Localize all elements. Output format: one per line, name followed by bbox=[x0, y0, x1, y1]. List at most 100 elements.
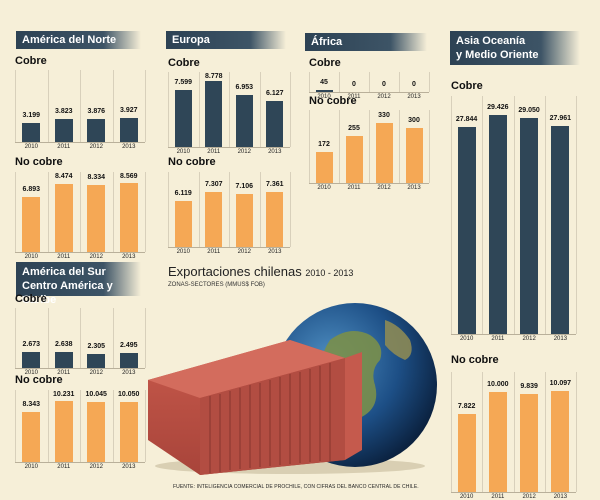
tick-label-year: 2010 bbox=[317, 94, 331, 100]
tick-label-year: 2011 bbox=[57, 254, 71, 260]
gridline bbox=[429, 72, 430, 92]
data-label: 29.426 bbox=[487, 104, 509, 111]
bar-2011 bbox=[489, 392, 507, 492]
data-label: 7.106 bbox=[235, 183, 254, 190]
chart-subtitle: ZONAS-SECTORES (MMUS$ FOB) bbox=[168, 282, 265, 288]
gridline bbox=[451, 96, 452, 334]
gridline bbox=[399, 110, 400, 183]
gridline bbox=[80, 390, 81, 462]
gridline bbox=[15, 70, 16, 142]
tick-label-year: 2011 bbox=[57, 144, 71, 150]
tick-label-year: 2013 bbox=[407, 94, 421, 100]
data-label: 27.961 bbox=[549, 115, 572, 122]
tick-label-year: 2012 bbox=[89, 254, 103, 260]
gridline bbox=[309, 110, 310, 183]
series-label-europa-no-cobre: No cobre bbox=[168, 156, 216, 168]
tick-label-year: 2011 bbox=[57, 464, 71, 470]
data-label: 8.343 bbox=[22, 401, 41, 408]
gridline bbox=[429, 110, 430, 183]
data-label: 10.045 bbox=[85, 391, 107, 398]
gridline bbox=[309, 72, 310, 92]
bar-panel-america-del-sur-centro-america-y-caribe-no-cobre: 8.343 2010 10.231 2011 10.045 2012 10.050 2013 bbox=[15, 390, 146, 470]
bar-2011 bbox=[205, 192, 222, 247]
data-label: 0 bbox=[412, 81, 416, 88]
source-note: FUENTE: INTELIGENCIA COMERCIAL DE PROCHI… bbox=[173, 484, 419, 490]
gridline bbox=[451, 372, 452, 492]
tick-label-year: 2013 bbox=[407, 185, 421, 191]
bar-2012 bbox=[87, 402, 105, 462]
bar-2013 bbox=[551, 391, 569, 492]
container-globe-illustration bbox=[148, 303, 437, 475]
bar-2011 bbox=[55, 352, 73, 368]
data-label: 7.822 bbox=[457, 403, 476, 410]
gridline bbox=[399, 72, 400, 92]
data-label: 3.199 bbox=[22, 112, 41, 119]
bar-2010 bbox=[316, 90, 333, 92]
tick-label-year: 2013 bbox=[268, 249, 282, 255]
data-label: 330 bbox=[378, 112, 390, 119]
data-label: 2.673 bbox=[22, 341, 41, 348]
series-label-africa-cobre: Cobre bbox=[309, 57, 341, 69]
gridline bbox=[48, 70, 49, 142]
data-label: 10.231 bbox=[53, 391, 75, 398]
gridline bbox=[80, 70, 81, 142]
series-label-africa-no-cobre: No cobre bbox=[309, 95, 357, 107]
tick-label-year: 2011 bbox=[347, 185, 361, 191]
bar-panel-europa-cobre: 7.599 2010 8.778 2011 6.953 2012 6.127 2013 bbox=[168, 72, 291, 155]
tick-label-year: 2011 bbox=[347, 94, 361, 100]
tick-label-year: 2010 bbox=[24, 370, 38, 376]
gridline bbox=[15, 308, 16, 368]
tick-label-year: 2011 bbox=[491, 494, 505, 500]
tick-label-year: 2013 bbox=[268, 149, 282, 155]
bar-2011 bbox=[205, 81, 222, 147]
tick-label-year: 2012 bbox=[237, 149, 251, 155]
data-label: 6.893 bbox=[22, 186, 41, 193]
bar-2011 bbox=[489, 115, 507, 334]
gridline bbox=[482, 96, 483, 334]
bar-2012 bbox=[236, 95, 253, 147]
data-label: 3.876 bbox=[87, 108, 106, 115]
gridline bbox=[168, 72, 169, 147]
bar-2012 bbox=[376, 123, 393, 183]
gridline bbox=[168, 172, 169, 247]
series-label-asia-oceania-y-medio-oriente-cobre: Cobre bbox=[451, 80, 483, 92]
bar-2010 bbox=[458, 414, 476, 492]
data-label: 10.000 bbox=[487, 381, 509, 388]
tick-label-year: 2013 bbox=[553, 336, 568, 342]
tick-label-year: 2010 bbox=[176, 149, 190, 155]
series-label-america-del-sur-centro-america-y-caribe-no-cobre: No cobre bbox=[15, 374, 63, 386]
gridline bbox=[80, 308, 81, 368]
tick-label-year: 2010 bbox=[24, 464, 38, 470]
gridline bbox=[229, 72, 230, 147]
series-label-europa-cobre: Cobre bbox=[168, 57, 200, 69]
gridline bbox=[199, 72, 200, 147]
bar-2013 bbox=[266, 101, 283, 147]
gridline bbox=[113, 308, 114, 368]
region-header-europa: Europa bbox=[166, 31, 286, 49]
gridline bbox=[514, 96, 515, 334]
series-label-america-del-norte-no-cobre: No cobre bbox=[15, 156, 63, 168]
tick-label-year: 2011 bbox=[207, 149, 221, 155]
bar-2010 bbox=[458, 127, 476, 334]
bar-2010 bbox=[22, 197, 40, 252]
data-label: 7.307 bbox=[204, 181, 223, 188]
bar-2010 bbox=[22, 352, 40, 368]
tick-label-year: 2011 bbox=[207, 249, 221, 255]
data-label: 6.127 bbox=[265, 90, 284, 97]
bar-2013 bbox=[266, 192, 283, 247]
tick-label-year: 2012 bbox=[522, 494, 536, 500]
data-label: 45 bbox=[320, 79, 328, 86]
tick-label-year: 2013 bbox=[553, 494, 568, 500]
bar-2013 bbox=[120, 118, 138, 142]
data-label: 8.334 bbox=[87, 174, 106, 181]
bar-panel-europa-no-cobre: 6.119 2010 7.307 2011 7.106 2012 7.361 2013 bbox=[168, 172, 291, 255]
data-label: 2.305 bbox=[87, 343, 106, 350]
gridline bbox=[369, 110, 370, 183]
bar-2012 bbox=[87, 119, 105, 142]
data-label: 2.495 bbox=[119, 342, 138, 349]
data-label: 10.097 bbox=[549, 380, 572, 387]
gridline bbox=[369, 72, 370, 92]
data-label: 8.778 bbox=[204, 73, 223, 80]
tick-label-year: 2010 bbox=[459, 494, 474, 500]
